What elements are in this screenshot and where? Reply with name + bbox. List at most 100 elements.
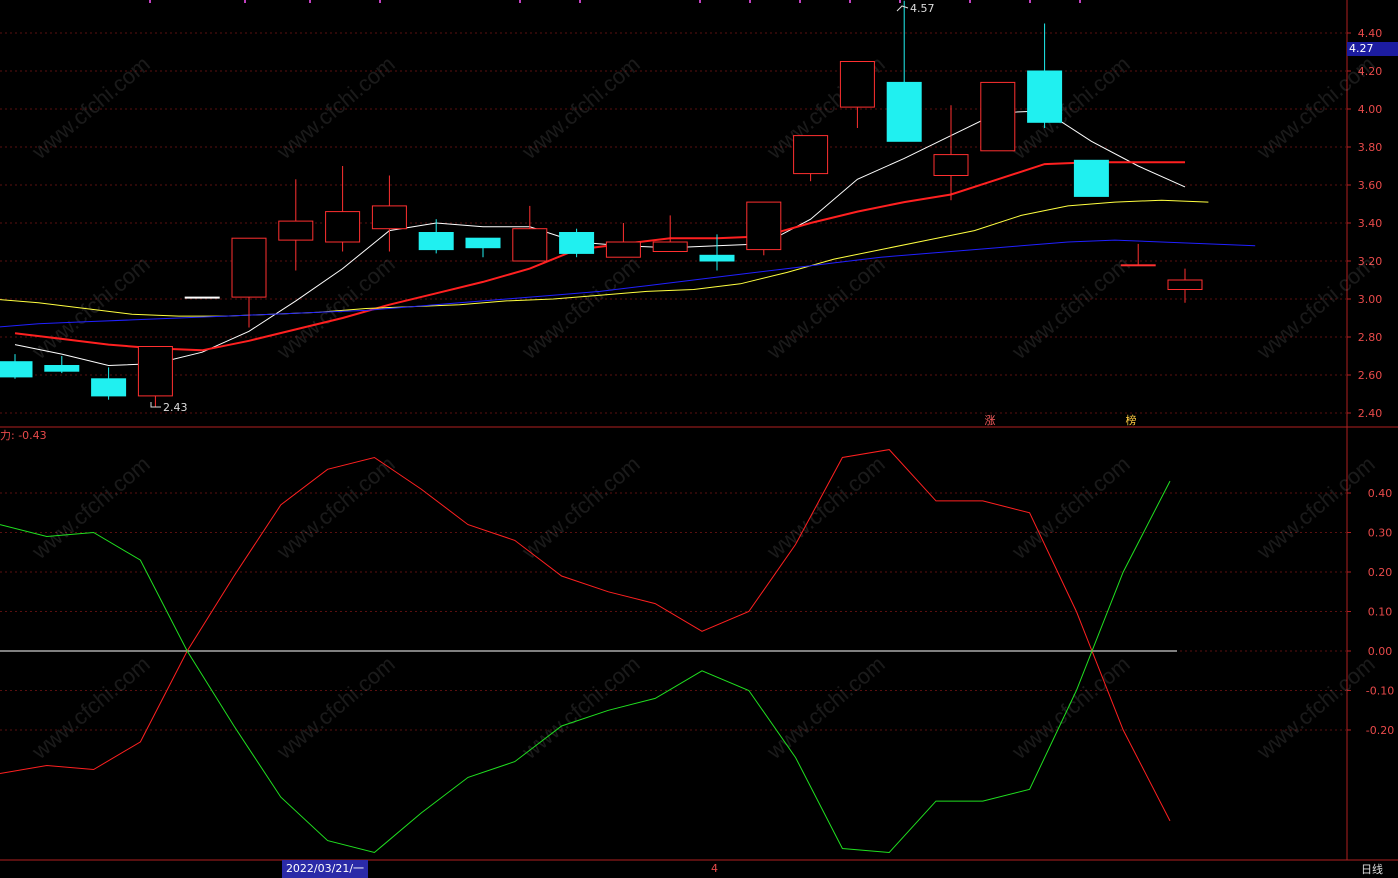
watermark-text: www.cfchi.com [761,451,889,564]
candle-body [0,361,33,378]
watermark-text: www.cfchi.com [1251,251,1379,364]
price-tick-label: 4.40 [1358,27,1383,40]
watermark-text: www.cfchi.com [26,651,154,764]
ma-line [14,161,1185,352]
indicator-series-line [0,480,1171,854]
candle [371,175,407,252]
price-tick-label: 3.00 [1358,293,1383,306]
candle-body [1167,279,1203,290]
current-price-tag: 4.27 [1347,42,1398,56]
candle-body [1120,264,1156,267]
candle [886,0,922,142]
ma-line [0,199,1209,317]
candle [980,81,1016,152]
candle-body [278,220,314,241]
watermark-text: www.cfchi.com [516,451,644,564]
low-price-label: 2.43 [163,401,188,414]
indicator-label: 力: -0.43 [0,429,47,442]
indicator-tick-label: 0.10 [1368,606,1393,619]
watermark-text: www.cfchi.com [26,451,154,564]
watermark-text: www.cfchi.com [1006,251,1134,364]
candle-body [793,135,829,175]
event-marker: 榜 [1126,413,1137,427]
candle-body [325,211,361,243]
indicator-tick-label: 0.30 [1368,527,1393,540]
candle-body [184,296,220,299]
candle [184,296,220,299]
candle [0,354,33,379]
candle-body [839,61,875,108]
watermark-text: www.cfchi.com [516,651,644,764]
price-tick-label: 4.00 [1358,103,1383,116]
candle-body [418,232,454,251]
candle [1120,243,1156,267]
candle [465,237,501,258]
ma-line [0,239,1256,328]
candle-body [699,254,735,262]
price-tick-label: 3.60 [1358,179,1383,192]
candle-body [933,154,969,177]
price-tick-label: 2.40 [1358,407,1383,420]
candle-body [44,365,80,372]
candle [137,346,173,408]
candle-body [1027,70,1063,123]
price-tick-label: 3.20 [1358,255,1383,268]
indicator-series-line [0,449,1171,822]
price-tick-label: 4.20 [1358,65,1383,78]
candle [839,61,875,128]
indicator-tick-label: 0.40 [1368,487,1393,500]
indicator-tick-label: 0.00 [1368,645,1393,658]
high-price-label: 4.57 [910,2,935,15]
candle [1073,159,1109,197]
candle [699,234,735,271]
candle [1027,23,1063,128]
indicator-tick-label: -0.20 [1366,724,1394,737]
candle-body [980,81,1016,152]
candle [793,135,829,182]
indicator-tick-label: 0.20 [1368,566,1393,579]
watermark-text: www.cfchi.com [761,651,889,764]
watermark-text: www.cfchi.com [1251,451,1379,564]
watermark-text: www.cfchi.com [271,451,399,564]
low-pointer-icon [150,402,161,408]
candle [231,237,267,328]
candle-body [465,237,501,249]
cursor-date-label: 2022/03/21/一 [282,860,368,878]
price-tick-label: 2.60 [1358,369,1383,382]
candle-body [1073,159,1109,197]
candle-body [652,241,688,252]
candle-body [91,378,127,397]
month-marker: 4 [711,862,718,875]
indicator-tick-label: -0.10 [1366,685,1394,698]
watermark-text: www.cfchi.com [1006,651,1134,764]
price-tick-label: 3.40 [1358,217,1383,230]
candle-body [231,237,267,298]
candle [44,356,80,374]
watermark-text: www.cfchi.com [271,651,399,764]
candle [325,166,361,252]
price-tick-label: 2.80 [1358,331,1383,344]
candle [512,205,548,262]
price-tick-label: 3.80 [1358,141,1383,154]
candle [559,228,595,258]
candle [933,105,969,201]
high-pointer-icon [896,5,909,12]
candle-body [559,232,595,254]
candle-body [512,228,548,262]
candle-body [137,346,173,397]
candle-body [746,201,782,251]
candle [278,179,314,271]
period-tab[interactable]: 日线 [1361,863,1383,876]
candle-body [371,205,407,230]
candle [746,201,782,256]
candle [605,223,641,258]
watermark-text: www.cfchi.com [516,251,644,364]
candle-body [605,241,641,258]
watermark-text: www.cfchi.com [761,251,889,364]
event-marker: 涨 [985,414,996,427]
candle-body [886,81,922,142]
watermark-text: www.cfchi.com [1006,451,1134,564]
candle [418,219,454,254]
candle [1167,268,1203,303]
